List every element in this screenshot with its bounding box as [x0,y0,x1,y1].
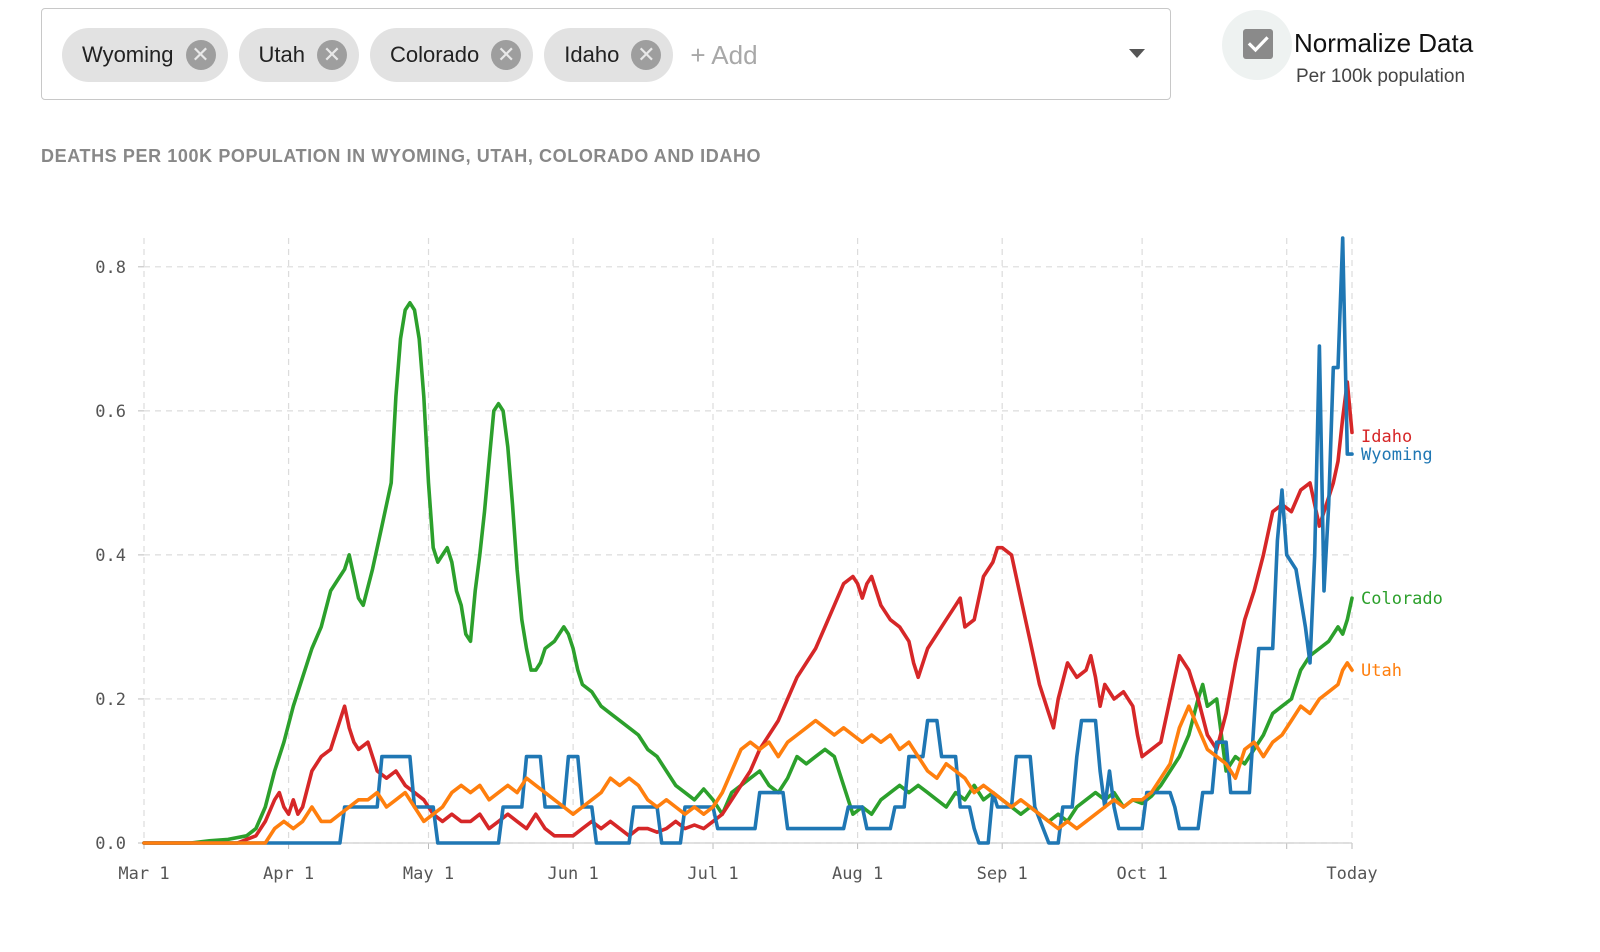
chip-label: Utah [258,42,305,67]
series-line-colorado [142,301,1354,845]
x-tick-label: Aug 1 [832,864,883,884]
x-tick-label: Today [1326,864,1377,884]
series-line-wyoming [142,236,1354,845]
checkmark-icon [1247,36,1269,53]
chip-utah: Utah ✕ [238,28,359,82]
series-line-idaho [142,380,1354,845]
series-label-colorado: Colorado [1361,589,1443,609]
x-tick-label: Mar 1 [118,864,169,884]
chip-label: Colorado [389,42,480,67]
x-tick-label: Oct 1 [1117,864,1168,884]
series-line-utah [142,661,1354,845]
normalize-toggle[interactable]: Normalize Data Per 100k population [1222,10,1592,100]
y-tick-label: 0.2 [95,690,126,710]
y-tick-label: 0.6 [95,402,126,422]
remove-chip-icon[interactable]: ✕ [631,40,662,70]
chip-label: Wyoming [82,42,174,67]
series-label-utah: Utah [1361,661,1402,681]
caret-down-icon[interactable] [1129,49,1145,58]
chip-label: Idaho [564,42,620,67]
series-label-wyoming: Wyoming [1361,445,1433,465]
y-tick-label: 0.8 [95,258,126,278]
chip-colorado: Colorado ✕ [369,28,534,82]
add-location-input[interactable]: + Add [690,39,758,70]
series-label-idaho: Idaho [1361,427,1412,447]
x-tick-label: Jun 1 [548,864,599,884]
x-tick-label: Jul 1 [687,864,738,884]
remove-chip-icon[interactable]: ✕ [185,40,216,70]
chip-list: Wyoming ✕ Utah ✕ Colorado ✕ Idaho ✕ + Ad… [62,28,758,82]
x-tick-label: Sep 1 [977,864,1028,884]
chart-title: DEATHS PER 100K POPULATION IN WYOMING, U… [41,146,762,166]
x-tick-label: Apr 1 [263,864,314,884]
deaths-line-chart: 0.0 0.2 0.4 0.6 0.8 Mar 1 Apr 1 May 1 Jun 1 Jul 1… [95,236,1443,884]
chip-wyoming: Wyoming ✕ [62,28,228,82]
y-tick-label: 0.0 [95,834,126,854]
normalize-checkbox[interactable] [1243,29,1273,59]
x-tick-label: May 1 [403,864,454,884]
normalize-subtitle: Per 100k population [1296,66,1466,87]
state-selector[interactable]: Wyoming ✕ Utah ✕ Colorado ✕ Idaho ✕ + Ad… [41,8,1171,100]
chip-idaho: Idaho ✕ [544,28,674,82]
y-tick-label: 0.4 [95,546,126,566]
remove-chip-icon[interactable]: ✕ [316,40,347,70]
normalize-title: Normalize Data [1294,28,1474,58]
remove-chip-icon[interactable]: ✕ [491,40,522,70]
